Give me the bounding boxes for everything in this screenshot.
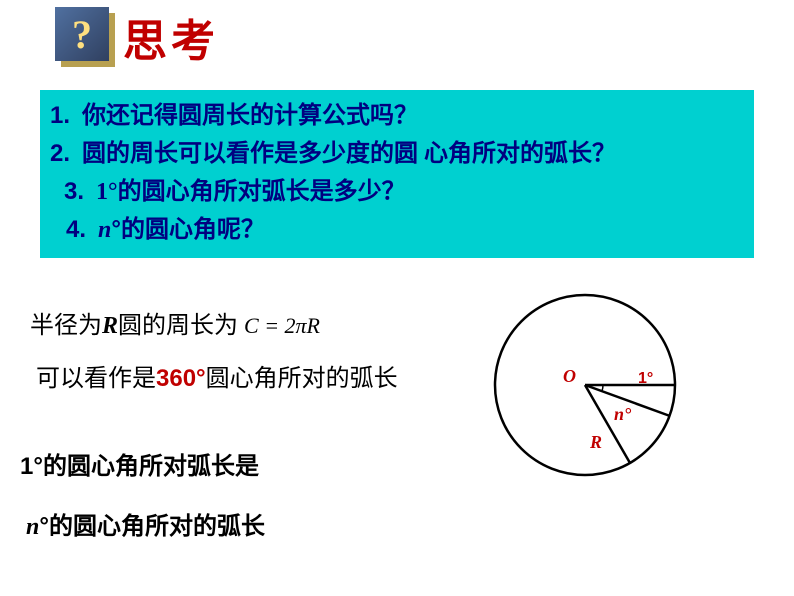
body-line-1: 半径为R圆的周长为 C = 2πR [30,310,320,344]
question-icon: ? [55,7,115,67]
page-title: 思考 [123,5,219,69]
label-R: R [589,432,602,452]
q4-deg: ° [111,216,121,243]
l3-text: 的圆心角所对弧长是 [43,454,259,480]
l1-b: 圆的周长为 [118,313,244,339]
l2-a: 可以看作是 [36,366,156,392]
l2-b: 圆心角所对的弧长 [206,366,398,392]
q1-num: 1. [50,102,70,129]
q2-num: 2. [50,140,70,167]
q4-n: n [98,217,111,243]
question-3: 3. 1°的圆心角所对弧长是多少？ [50,174,744,210]
header: ? 思考 [55,5,219,69]
l4-text: 的圆心角所对的弧长 [49,514,265,540]
l3-deg: 1° [20,453,43,480]
l1-a: 半径为 [30,313,102,339]
l4-n: n [26,514,39,540]
label-O: O [563,366,576,386]
q1-text: 你还记得圆周长的计算公式吗？ [82,103,418,129]
question-1: 1. 你还记得圆周长的计算公式吗？ [50,98,744,134]
questions-box: 1. 你还记得圆周长的计算公式吗？ 2. 圆的周长可以看作是多少度的圆 心角所对… [40,90,754,258]
body-line-4: n°的圆心角所对的弧长 [26,510,265,545]
question-mark-glyph: ? [72,11,92,58]
l1-R: R [102,313,118,339]
label-ndeg: n° [614,404,632,424]
q3-num: 3. [64,178,84,205]
question-2: 2. 圆的周长可以看作是多少度的圆 心角所对的弧长？ [50,136,744,172]
body-line-2: 可以看作是360°圆心角所对的弧长 [36,362,398,397]
formula: C = 2πR [244,313,320,338]
q3-text: 1°的圆心角所对弧长是多少？ [96,179,406,205]
question-4: 4. n°的圆心角呢？ [50,212,744,248]
q4-text: 的圆心角呢？ [121,217,265,243]
q4-num: 4. [66,216,86,243]
circle-diagram: O 1° n° R [490,290,700,500]
body-line-3: 1°的圆心角所对弧长是 [20,450,259,485]
q2-text: 圆的周长可以看作是多少度的圆 心角所对的弧长？ [82,141,616,167]
circle-svg: O 1° n° R [490,290,700,500]
label-1deg: 1° [638,370,653,387]
l4-deg: ° [39,513,49,540]
l2-deg: 360° [156,365,206,392]
